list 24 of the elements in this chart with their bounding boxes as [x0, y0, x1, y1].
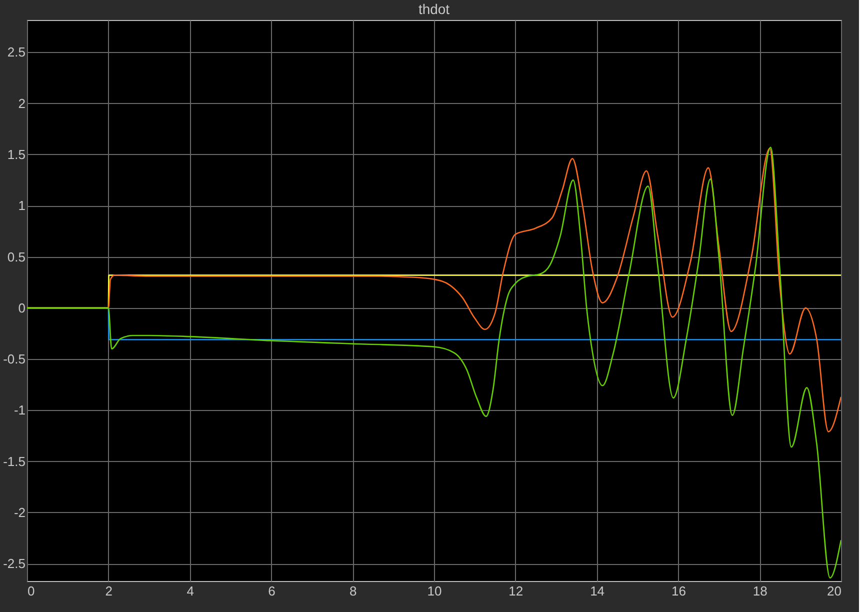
y-tick-label: -2	[14, 504, 26, 520]
x-tick-label: 10	[427, 584, 442, 598]
x-tick-label: 2	[105, 584, 113, 598]
x-tick-label: 14	[590, 584, 605, 598]
y-tick-label: 0	[18, 300, 26, 316]
y-tick-label: 2	[18, 96, 26, 111]
y-tick-label: -1	[14, 402, 26, 418]
x-tick-label: 12	[508, 584, 524, 598]
chart-title: thdot	[418, 1, 450, 17]
y-tick-label: -1.5	[3, 454, 26, 469]
y-tick-label: 2.5	[7, 44, 26, 60]
y-tick-label: -0.5	[3, 352, 26, 367]
x-tick-label: 4	[186, 584, 194, 598]
x-tick-label: 18	[752, 584, 768, 598]
y-tick-label: -2.5	[3, 556, 26, 572]
x-tick-label: 0	[28, 584, 35, 598]
x-tick-label: 6	[268, 584, 276, 598]
y-tick-label: 0.5	[7, 249, 26, 264]
x-tick-label: 20	[827, 584, 842, 598]
x-tick-label: 8	[349, 584, 357, 598]
y-tick-label: 1.5	[7, 146, 26, 162]
y-tick-label: 1	[18, 198, 26, 214]
line-series	[27, 146, 841, 579]
x-tick-label: 16	[671, 584, 686, 598]
